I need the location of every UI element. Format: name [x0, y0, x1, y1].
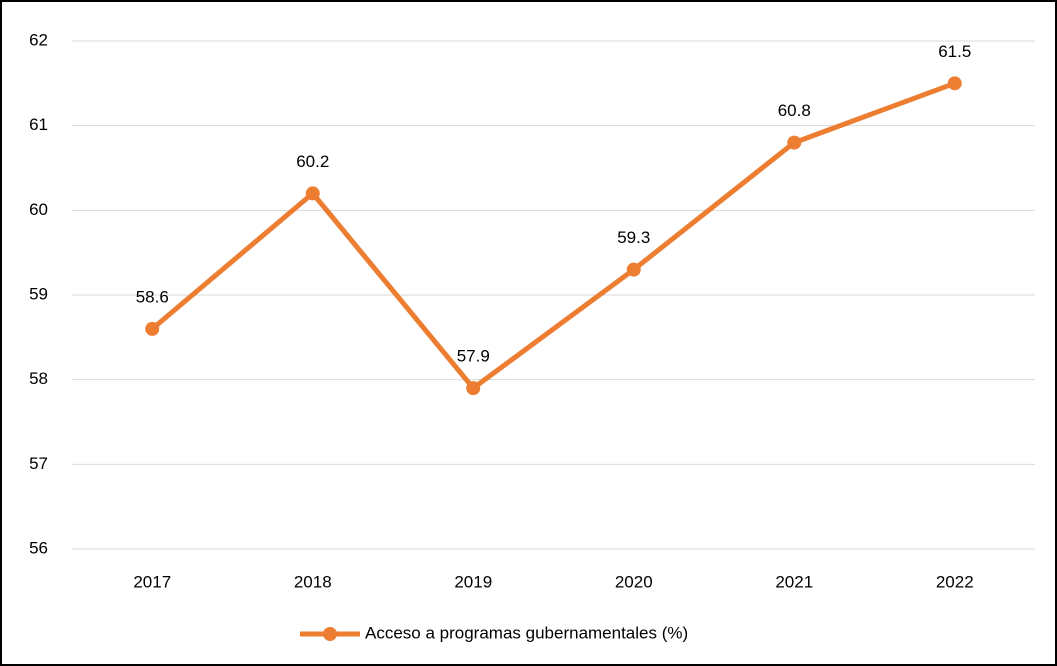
legend-marker	[323, 627, 337, 641]
data-label: 60.8	[778, 101, 811, 120]
data-point	[305, 186, 320, 201]
data-point	[466, 381, 481, 396]
y-tick-label: 59	[29, 284, 48, 303]
data-point	[626, 262, 641, 277]
legend-label: Acceso a programas gubernamentales (%)	[365, 623, 688, 642]
x-tick-label: 2020	[615, 572, 653, 591]
x-tick-label: 2018	[294, 572, 332, 591]
y-tick-label: 56	[29, 538, 48, 557]
y-tick-label: 60	[29, 200, 48, 219]
y-tick-label: 61	[29, 115, 48, 134]
y-tick-label: 57	[29, 454, 48, 473]
data-point	[145, 321, 160, 336]
data-point	[787, 135, 802, 150]
data-label: 61.5	[938, 42, 971, 61]
data-label: 57.9	[457, 347, 490, 366]
x-tick-label: 2022	[936, 572, 974, 591]
y-tick-label: 62	[29, 30, 48, 49]
y-tick-label: 58	[29, 369, 48, 388]
x-tick-label: 2017	[133, 572, 171, 591]
data-label: 60.2	[296, 152, 329, 171]
data-label: 59.3	[617, 228, 650, 247]
series-line	[150, 80, 956, 391]
x-tick-label: 2021	[775, 572, 813, 591]
data-point	[947, 76, 962, 91]
data-label: 58.6	[136, 287, 169, 306]
x-tick-label: 2019	[454, 572, 492, 591]
